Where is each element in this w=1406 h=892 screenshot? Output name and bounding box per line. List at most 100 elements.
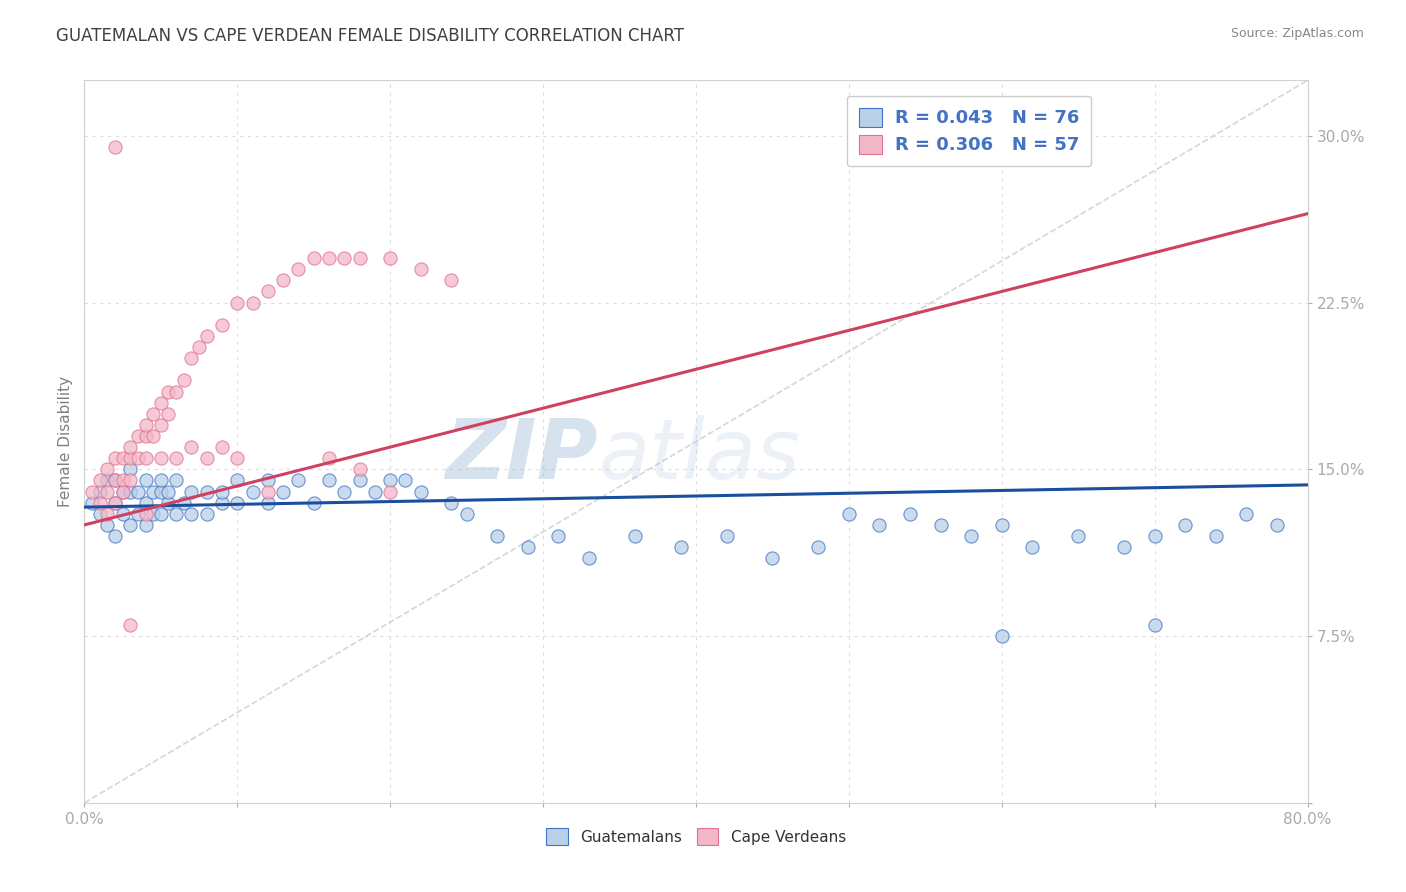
Point	[380, 251, 402, 265]
Point	[96, 474, 118, 488]
Point	[440, 496, 463, 510]
Point	[89, 484, 111, 499]
Point	[302, 496, 325, 510]
Point	[716, 529, 738, 543]
Point	[80, 484, 103, 499]
Text: atlas: atlas	[598, 416, 800, 497]
Point	[135, 507, 157, 521]
Point	[211, 496, 233, 510]
Text: ZIP: ZIP	[446, 416, 598, 497]
Point	[127, 451, 149, 466]
Point	[135, 451, 157, 466]
Point	[149, 417, 172, 432]
Point	[135, 474, 157, 488]
Point	[257, 484, 280, 499]
Point	[394, 474, 416, 488]
Point	[547, 529, 569, 543]
Point	[149, 507, 172, 521]
Point	[349, 462, 371, 476]
Point	[440, 273, 463, 287]
Point	[991, 629, 1014, 643]
Y-axis label: Female Disability: Female Disability	[58, 376, 73, 508]
Point	[104, 529, 127, 543]
Point	[302, 251, 325, 265]
Point	[104, 496, 127, 510]
Point	[287, 262, 309, 277]
Point	[135, 429, 157, 443]
Point	[1143, 618, 1166, 632]
Point	[96, 517, 118, 532]
Point	[226, 295, 249, 310]
Point	[1143, 529, 1166, 543]
Point	[333, 251, 356, 265]
Point	[257, 496, 280, 510]
Point	[226, 451, 249, 466]
Point	[1174, 517, 1197, 532]
Point	[211, 440, 233, 454]
Point	[104, 140, 127, 154]
Point	[456, 507, 478, 521]
Point	[120, 484, 142, 499]
Point	[104, 474, 127, 488]
Point	[226, 496, 249, 510]
Point	[1067, 529, 1090, 543]
Point	[120, 618, 142, 632]
Point	[1236, 507, 1258, 521]
Point	[142, 407, 165, 421]
Point	[960, 529, 983, 543]
Point	[380, 474, 402, 488]
Point	[111, 451, 134, 466]
Point	[173, 373, 195, 387]
Point	[120, 474, 142, 488]
Point	[135, 517, 157, 532]
Point	[349, 474, 371, 488]
Point	[157, 384, 180, 399]
Point	[516, 540, 538, 554]
Point	[111, 474, 134, 488]
Point	[838, 507, 860, 521]
Point	[226, 474, 249, 488]
Point	[318, 451, 340, 466]
Point	[1021, 540, 1043, 554]
Point	[257, 285, 280, 299]
Point	[142, 484, 165, 499]
Point	[287, 474, 309, 488]
Point	[380, 484, 402, 499]
Point	[96, 507, 118, 521]
Point	[157, 496, 180, 510]
Point	[869, 517, 891, 532]
Point	[318, 251, 340, 265]
Point	[111, 484, 134, 499]
Legend: Guatemalans, Cape Verdeans: Guatemalans, Cape Verdeans	[538, 820, 853, 853]
Point	[211, 484, 233, 499]
Point	[180, 484, 202, 499]
Point	[120, 440, 142, 454]
Point	[211, 318, 233, 332]
Point	[333, 484, 356, 499]
Point	[195, 451, 218, 466]
Point	[120, 462, 142, 476]
Point	[165, 507, 187, 521]
Text: GUATEMALAN VS CAPE VERDEAN FEMALE DISABILITY CORRELATION CHART: GUATEMALAN VS CAPE VERDEAN FEMALE DISABI…	[56, 27, 685, 45]
Point	[127, 429, 149, 443]
Point	[111, 484, 134, 499]
Point	[104, 451, 127, 466]
Point	[1265, 517, 1288, 532]
Point	[929, 517, 952, 532]
Point	[257, 474, 280, 488]
Point	[120, 451, 142, 466]
Point	[669, 540, 692, 554]
Point	[135, 417, 157, 432]
Point	[135, 496, 157, 510]
Point	[127, 507, 149, 521]
Point	[149, 395, 172, 409]
Point	[180, 351, 202, 366]
Point	[195, 329, 218, 343]
Point	[1205, 529, 1227, 543]
Point	[991, 517, 1014, 532]
Point	[127, 484, 149, 499]
Point	[195, 507, 218, 521]
Point	[96, 462, 118, 476]
Point	[364, 484, 387, 499]
Point	[89, 474, 111, 488]
